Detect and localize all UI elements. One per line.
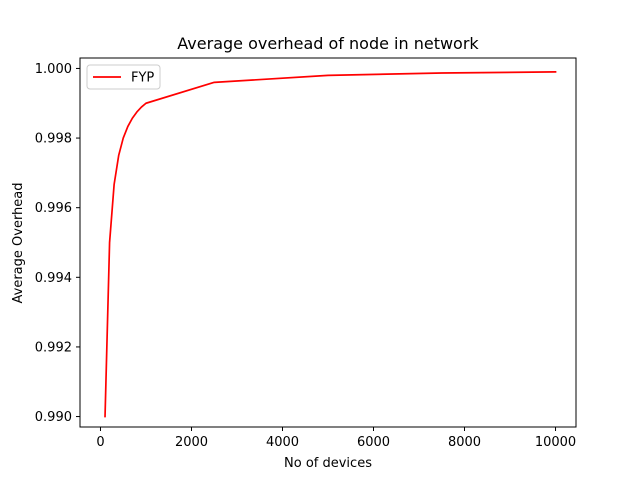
series-layer: [104, 71, 557, 418]
x-tick-label: 2000: [175, 435, 208, 450]
y-axis-label: Average Overhead: [11, 182, 26, 303]
y-tick-label: 0.990: [35, 410, 72, 425]
legend-label: FYP: [131, 71, 154, 86]
y-tick-label: 1.000: [35, 62, 72, 77]
x-tick-label: 6000: [357, 435, 390, 450]
chart-title: Average overhead of node in network: [177, 34, 479, 53]
x-tick-label: 4000: [266, 435, 299, 450]
y-tick-label: 0.998: [35, 132, 72, 147]
x-tick-label: 10000: [535, 435, 576, 450]
y-tick-label: 0.996: [35, 201, 72, 216]
x-axis-label: No of devices: [284, 456, 372, 471]
series-line-fyp: [104, 71, 557, 418]
x-tick-label: 8000: [448, 435, 481, 450]
legend: FYP: [86, 64, 161, 90]
y-tick-label: 0.994: [35, 271, 72, 286]
ticks-layer: 0 2000 4000 6000 8000 10000 0.990 0.992 0.994 0.9…: [35, 62, 576, 450]
legend-box: [86, 64, 161, 90]
y-tick-label: 0.992: [35, 340, 72, 355]
plot-frame: [79, 57, 577, 428]
x-tick-label: 0: [96, 435, 104, 450]
